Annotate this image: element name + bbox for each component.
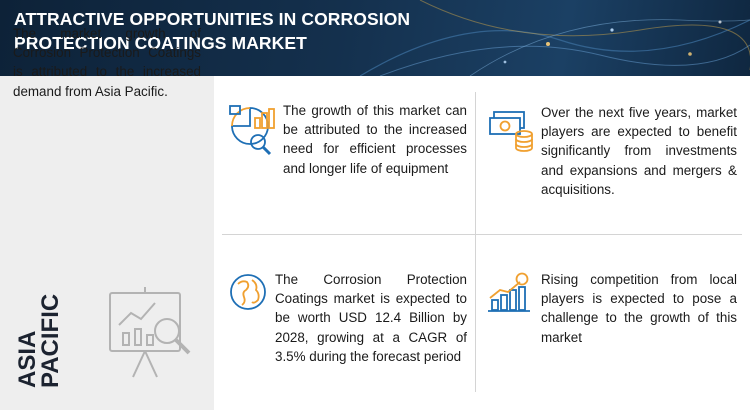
region-label-line2: PACIFIC — [37, 293, 64, 388]
page-title: ATTRACTIVE OPPORTUNITIES IN CORROSION PR… — [14, 9, 411, 53]
card-text-investments: Over the next five years, market players… — [541, 105, 737, 197]
card-text-market-forecast: The Corrosion Protection Coatings market… — [275, 272, 467, 364]
left-panel — [0, 76, 214, 410]
card-text-growth: The growth of this market can be attribu… — [283, 103, 467, 176]
card-text-competition: Rising competition from local players is… — [541, 272, 737, 345]
analysis-chart-icon — [229, 105, 275, 156]
region-summary-text: The market growth of Corrosion Protectio… — [13, 26, 201, 99]
header-background-graphic — [359, 0, 750, 76]
globe-icon — [230, 274, 266, 310]
horizontal-divider — [222, 234, 742, 235]
presentation-board-icon — [109, 287, 191, 378]
money-stack-icon — [489, 111, 533, 152]
region-label: ASIA PACIFIC — [14, 293, 64, 388]
growth-chart-icon — [488, 272, 530, 312]
vertical-divider — [475, 92, 476, 392]
region-label-line1: ASIA — [14, 330, 41, 388]
header-banner: ATTRACTIVE OPPORTUNITIES IN CORROSION PR… — [0, 0, 750, 76]
